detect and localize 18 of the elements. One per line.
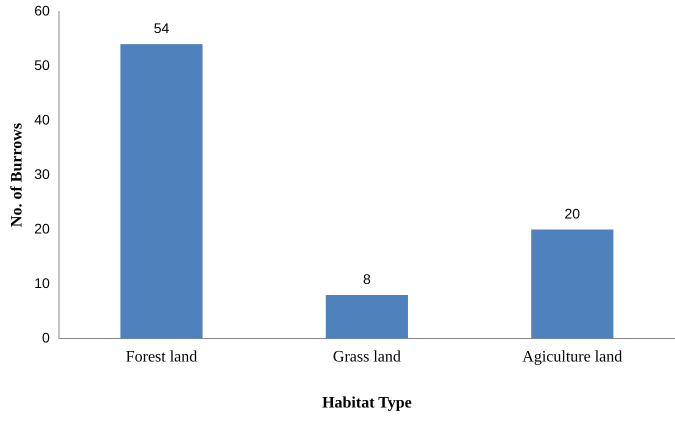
data-label: 8 [362, 270, 371, 287]
x-tick-label: Forest land [126, 348, 198, 366]
y-tick-label: 50 [34, 56, 50, 73]
y-axis-title: No. of Burrows [8, 122, 26, 228]
y-tick-label: 60 [34, 2, 50, 18]
data-label: 54 [154, 20, 170, 36]
y-tick-label: 20 [34, 220, 50, 236]
x-tick-label: Agiculture land [522, 348, 622, 366]
y-tick-label: 30 [34, 166, 50, 182]
bar [120, 44, 203, 339]
bar [531, 230, 614, 339]
bar [326, 294, 408, 339]
y-tick-label: 10 [34, 274, 50, 291]
y-tick-label: 0 [42, 329, 50, 346]
y-tick-label: 40 [34, 111, 50, 128]
x-tick-label: Grass land [332, 348, 401, 366]
x-axis-title: Habitat Type [322, 394, 412, 412]
data-label: 20 [564, 205, 580, 222]
